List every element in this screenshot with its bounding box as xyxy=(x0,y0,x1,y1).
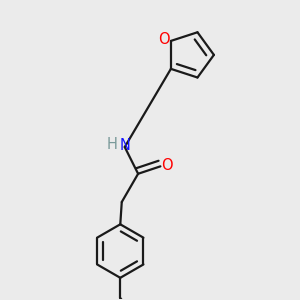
Text: N: N xyxy=(119,138,130,153)
Text: O: O xyxy=(158,32,169,47)
Text: O: O xyxy=(161,158,173,173)
Text: H: H xyxy=(107,137,118,152)
